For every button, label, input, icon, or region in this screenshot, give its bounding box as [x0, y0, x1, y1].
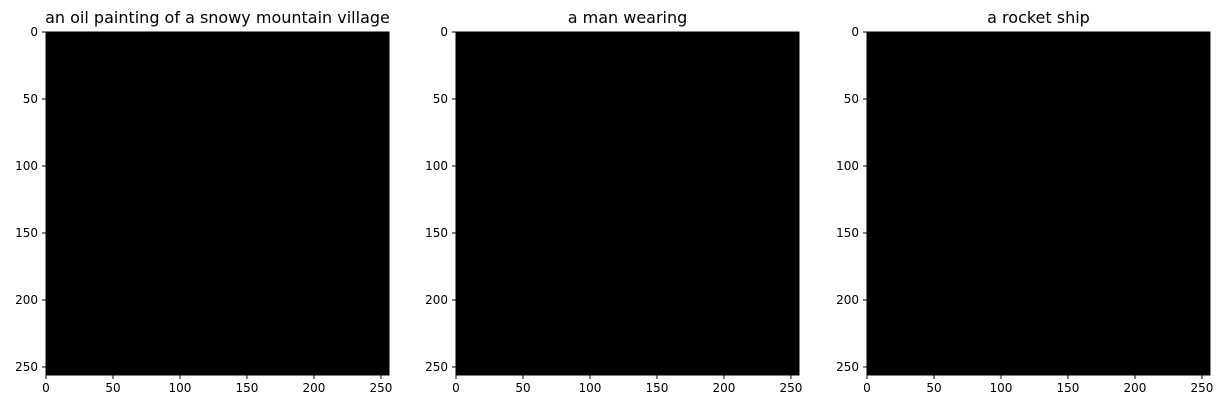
- y-tick-label: 200: [425, 293, 448, 307]
- y-tick-label: 150: [836, 226, 859, 240]
- y-tick-label: 100: [836, 159, 859, 173]
- image-area: [867, 32, 1210, 375]
- y-tick-label: 150: [15, 226, 38, 240]
- x-tick-label: 50: [105, 381, 120, 395]
- x-tick-label: 0: [863, 381, 871, 395]
- y-tick-label: 50: [844, 92, 859, 106]
- x-tick-label: 200: [713, 381, 736, 395]
- x-tick-label: 200: [1124, 381, 1147, 395]
- image-area: [46, 32, 389, 375]
- x-tick-label: 100: [169, 381, 192, 395]
- y-tick-label: 200: [15, 293, 38, 307]
- y-tick-label: 50: [23, 92, 38, 106]
- x-tick-label: 0: [42, 381, 50, 395]
- y-tick-label: 50: [433, 92, 448, 106]
- panel-title: a rocket ship: [987, 8, 1090, 27]
- x-tick-label: 100: [579, 381, 602, 395]
- axes-frame: [455, 31, 800, 376]
- y-tick-label: 0: [440, 25, 448, 39]
- panel-1: an oil painting of a snowy mountain vill…: [15, 8, 392, 395]
- x-tick-label: 50: [926, 381, 941, 395]
- x-tick-label: 150: [646, 381, 669, 395]
- x-tick-label: 50: [515, 381, 530, 395]
- x-tick-label: 100: [990, 381, 1013, 395]
- y-tick-label: 100: [425, 159, 448, 173]
- x-tick-label: 250: [780, 381, 803, 395]
- x-tick-label: 200: [303, 381, 326, 395]
- panel-title: a man wearing: [568, 8, 688, 27]
- axes-frame: [866, 31, 1211, 376]
- y-tick-label: 250: [425, 360, 448, 374]
- x-tick-label: 0: [452, 381, 460, 395]
- x-tick-label: 250: [1191, 381, 1214, 395]
- axes-frame: [45, 31, 390, 376]
- x-tick-label: 250: [370, 381, 393, 395]
- y-tick-label: 0: [30, 25, 38, 39]
- panel-3: a rocket ship 0 50 100 150 200 250 0 50 100 150 200…: [836, 8, 1213, 395]
- y-tick-label: 250: [836, 360, 859, 374]
- y-tick-label: 200: [836, 293, 859, 307]
- y-tick-label: 100: [15, 159, 38, 173]
- x-tick-label: 150: [236, 381, 259, 395]
- y-tick-label: 150: [425, 226, 448, 240]
- image-area: [456, 32, 799, 375]
- panel-title: an oil painting of a snowy mountain vill…: [45, 8, 390, 27]
- x-tick-label: 150: [1057, 381, 1080, 395]
- panel-2: a man wearing 0 50 100 150 200 250 0 50 100 150 200…: [425, 8, 802, 395]
- y-tick-label: 250: [15, 360, 38, 374]
- y-tick-label: 0: [851, 25, 859, 39]
